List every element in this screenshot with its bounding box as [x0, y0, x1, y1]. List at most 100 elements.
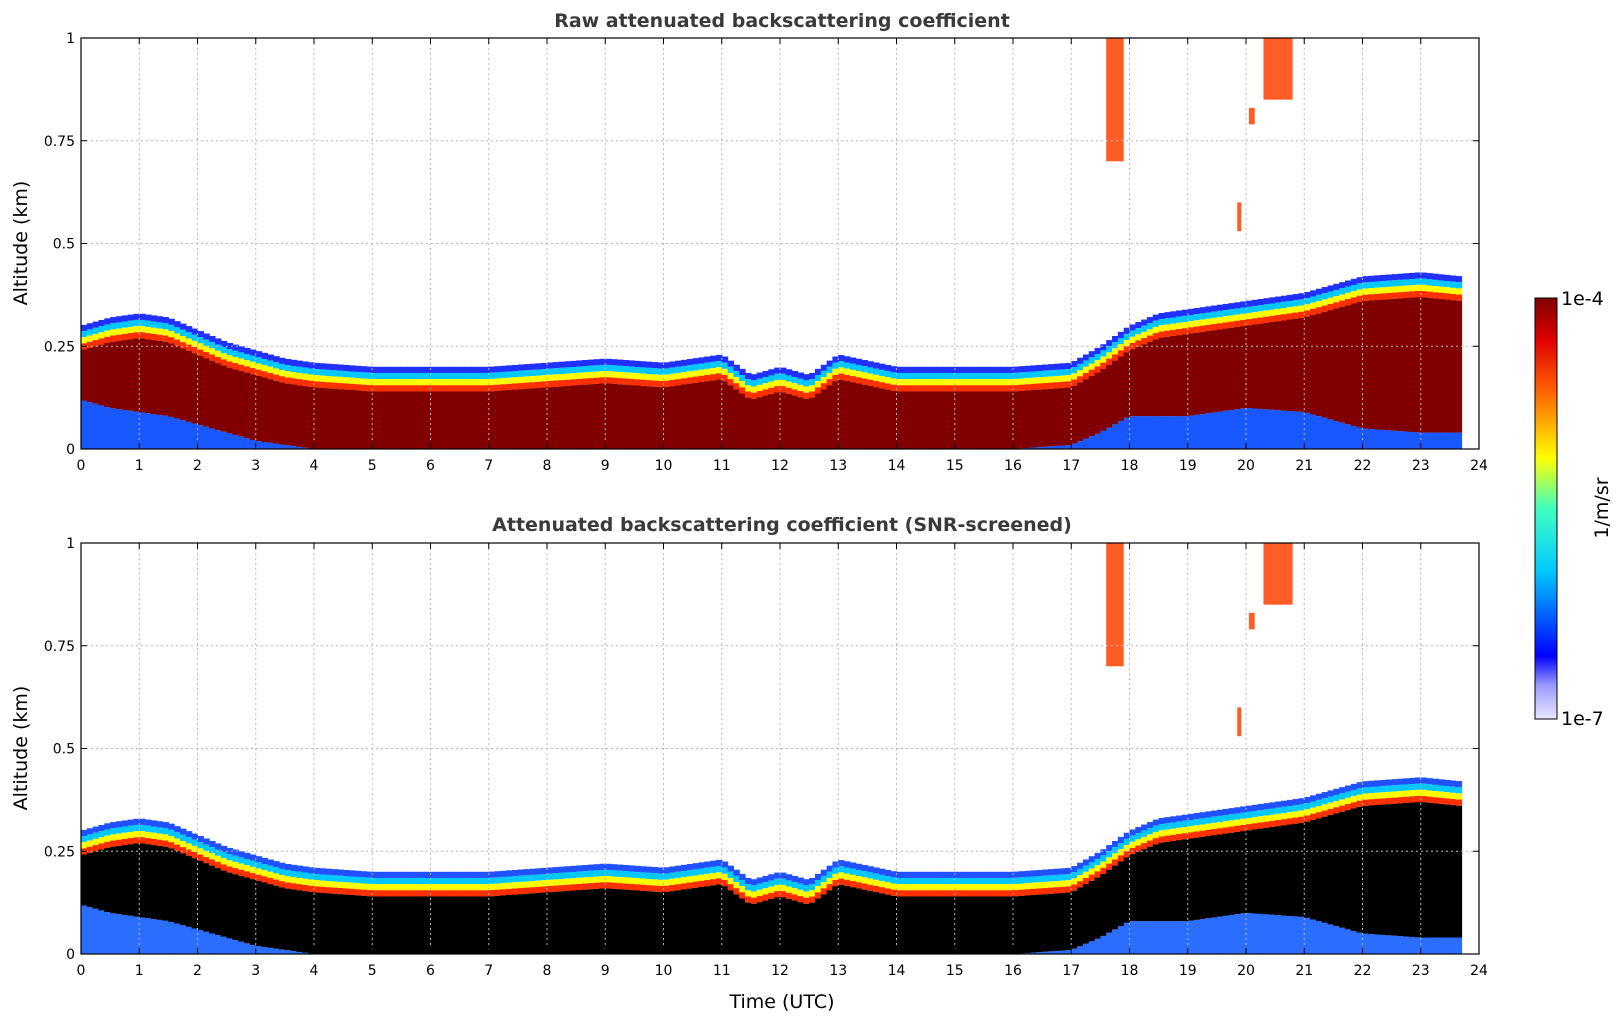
heatmap-cell: [512, 364, 519, 372]
heatmap-cell: [389, 379, 397, 386]
heatmap-cell: [279, 444, 286, 449]
heatmap-cell: [1001, 896, 1008, 954]
heatmap-cell: [115, 845, 123, 915]
heatmap-cell: [867, 379, 874, 386]
heatmap-cell: [1117, 861, 1125, 927]
heatmap-cell: [1310, 315, 1317, 415]
heatmap-cell: [1181, 416, 1189, 449]
heatmap-cell: [1356, 806, 1364, 933]
heatmap-cell: [890, 366, 898, 373]
heatmap-cell: [826, 877, 834, 885]
heatmap-cell: [692, 376, 700, 383]
heatmap-cell: [1391, 791, 1399, 798]
heatmap-cell: [1094, 859, 1101, 866]
heatmap-cell: [1444, 293, 1451, 300]
heatmap-cell: [447, 385, 455, 392]
heatmap-cell: [319, 874, 327, 881]
heatmap-cell: [721, 880, 729, 887]
heatmap-cell: [185, 344, 193, 351]
heatmap-cell: [1420, 937, 1428, 954]
heatmap-cell: [774, 379, 781, 387]
heatmap-cell: [343, 876, 350, 883]
heatmap-cell: [1374, 429, 1381, 449]
heatmap-cell: [1036, 869, 1043, 877]
heatmap-cell: [814, 873, 822, 881]
heatmap-cell: [1397, 791, 1404, 798]
heatmap-cell: [1100, 356, 1107, 363]
heatmap-cell: [587, 365, 595, 372]
heatmap-cell: [791, 900, 799, 954]
heatmap-cell: [1321, 311, 1329, 418]
heatmap-cell: [646, 380, 653, 387]
heatmap-cell: [296, 372, 303, 380]
heatmap-cell: [616, 889, 624, 954]
heatmap-cell: [1170, 921, 1177, 954]
heatmap-cell: [593, 377, 601, 384]
heatmap-cell: [430, 366, 437, 373]
colorbar: 1e-4 1e-7 1/m/sr: [1534, 288, 1613, 730]
heatmap-cell: [430, 385, 437, 392]
heatmap-cell: [1304, 291, 1311, 299]
heatmap-cell: [354, 883, 362, 890]
heatmap-cell: [517, 383, 525, 390]
heatmap-cell: [296, 385, 303, 447]
heatmap-cell: [937, 884, 944, 891]
heatmap-cell: [576, 865, 583, 872]
heatmap-cell: [1047, 951, 1055, 954]
heatmap-cell: [488, 372, 496, 379]
heatmap-cell: [150, 333, 158, 341]
heatmap-cell: [308, 380, 315, 387]
heatmap-cell: [989, 884, 997, 891]
heatmap-cell: [797, 391, 804, 398]
heatmap-cell: [1216, 809, 1224, 816]
heatmap-cell: [185, 926, 193, 954]
heatmap-cell: [873, 387, 880, 449]
heatmap-cell: [710, 860, 717, 867]
heatmap-cell: [1007, 877, 1014, 885]
heatmap-cell: [1333, 283, 1340, 290]
heatmap-cell: [319, 381, 327, 388]
heatmap-cell: [803, 891, 810, 898]
heatmap-cell: [803, 392, 810, 399]
heatmap-cell: [267, 865, 274, 872]
heatmap-cell: [1007, 890, 1014, 897]
heatmap-cell: [378, 877, 385, 885]
heatmap-cell: [680, 359, 688, 366]
heatmap-cell: [442, 372, 449, 380]
heatmap-cell: [669, 878, 676, 885]
heatmap-cell: [535, 381, 542, 388]
heatmap-cell: [1059, 375, 1067, 382]
heatmap-cell: [133, 411, 140, 449]
heatmap-cell: [628, 378, 635, 386]
heatmap-cell: [832, 873, 839, 881]
heatmap-cell: [750, 897, 758, 904]
heatmap-cell: [698, 369, 705, 376]
heatmap-cell: [500, 895, 507, 954]
heatmap-cell: [844, 356, 851, 363]
heatmap-cell: [611, 359, 618, 366]
heatmap-cell: [692, 863, 700, 870]
heatmap-cell: [1152, 314, 1160, 321]
heatmap-cell: [1205, 331, 1212, 414]
heatmap-cell: [517, 894, 525, 954]
heatmap-cell: [733, 894, 740, 954]
heatmap-cell: [308, 867, 315, 874]
heatmap-cell: [803, 386, 810, 393]
y-tick-label: 0.5: [53, 237, 75, 253]
heatmap-cell: [389, 896, 397, 954]
heatmap-cell: [104, 330, 111, 337]
heatmap-cell: [1356, 301, 1364, 428]
heatmap-cell: [1292, 312, 1300, 319]
heatmap-cell: [1001, 871, 1008, 878]
heatmap-cell: [1146, 329, 1154, 336]
heatmap-cell: [733, 370, 740, 378]
heatmap-cell: [494, 871, 501, 878]
heatmap-cell: [809, 372, 816, 380]
y-tick-label: 0.25: [44, 844, 75, 860]
heatmap-cell: [1082, 859, 1090, 866]
heatmap-cell: [471, 372, 478, 380]
heatmap-cell: [780, 373, 787, 380]
x-tick-label: 11: [713, 963, 731, 979]
heatmap-cell: [343, 383, 350, 390]
heatmap-cell: [640, 872, 647, 879]
